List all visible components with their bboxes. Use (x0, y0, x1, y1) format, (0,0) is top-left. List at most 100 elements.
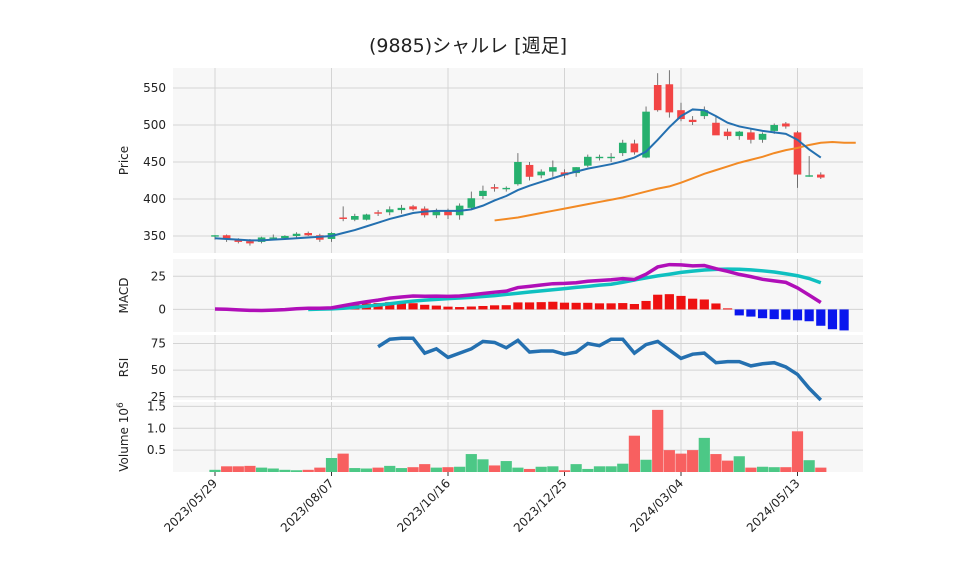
x-tick-label: 2023/05/29 (161, 476, 220, 535)
volume-bar (395, 468, 407, 472)
macd-histogram-bar (699, 299, 709, 310)
volume-ytick-label: 1.5 (147, 399, 166, 413)
volume-bar (384, 465, 396, 472)
volume-bar (745, 467, 757, 472)
volume-bar (442, 467, 454, 472)
volume-bar (547, 466, 559, 472)
volume-bar (232, 466, 244, 472)
volume-bar (791, 431, 804, 472)
x-tick-label: 2024/03/04 (627, 476, 686, 535)
volume-bar (290, 470, 303, 472)
volume-bar (733, 456, 745, 472)
candle-body (502, 187, 511, 190)
macd-histogram-bar (688, 298, 698, 310)
volume-bar (209, 469, 221, 472)
macd-histogram-bar (827, 309, 838, 330)
volume-bar (221, 466, 233, 472)
candle-body (490, 187, 499, 189)
candle-body (770, 124, 778, 131)
price-ytick-label: 350 (143, 229, 166, 243)
candle-body (653, 85, 662, 111)
volume-bar (663, 450, 675, 472)
candle-body (642, 111, 650, 158)
volume-bar (454, 466, 466, 472)
macd-histogram-bar (455, 307, 465, 310)
macd-histogram-bar (641, 300, 651, 310)
candle-body (397, 207, 406, 211)
candle-body (514, 161, 522, 185)
candle-body (479, 190, 487, 197)
macd-histogram-bar (513, 302, 523, 310)
macd-histogram-bar (571, 302, 581, 310)
candle-body (304, 233, 312, 236)
candle-body (281, 235, 289, 239)
macd-histogram-bar (431, 305, 441, 310)
candle-body (618, 142, 627, 154)
candle-body (362, 214, 371, 220)
candle-body (782, 123, 790, 127)
price-ytick-label: 450 (143, 155, 166, 169)
x-tick-label: 2023/10/16 (394, 476, 453, 535)
candle-body (735, 131, 744, 137)
macd-histogram-bar (804, 309, 814, 322)
candle-body (549, 167, 557, 172)
volume-axis-label-text: Volume 10 (117, 408, 131, 472)
macd-histogram-bar (792, 309, 803, 321)
volume-bar (489, 465, 501, 472)
volume-bar (325, 458, 338, 472)
volume-bar (314, 467, 326, 472)
macd-histogram-bar (420, 304, 430, 310)
candle-body (607, 156, 615, 159)
volume-bar (256, 467, 268, 472)
macd-histogram-bar (396, 302, 406, 310)
rsi-ytick-label: 25 (151, 390, 166, 404)
rsi-line (377, 336, 823, 402)
macd-histogram-bar (629, 303, 639, 310)
candle-body (246, 241, 254, 244)
volume-bar (675, 453, 687, 472)
volume-bar (815, 467, 827, 472)
volume-panel-bg (173, 402, 863, 472)
macd-histogram-bar (385, 302, 395, 310)
macd-histogram-bar (606, 303, 616, 310)
candle-body (700, 110, 709, 117)
volume-bar (803, 460, 815, 472)
candle-body (677, 110, 685, 120)
macd-histogram-bar (501, 305, 511, 310)
volume-bar (302, 469, 314, 472)
candle-body (758, 133, 767, 140)
macd-signal-line (308, 267, 822, 312)
macd-histogram-bar (734, 309, 744, 316)
price-axis-label: Price (117, 146, 131, 175)
macd-histogram-bar (723, 308, 733, 310)
volume-bar (640, 459, 652, 472)
candle-body (584, 156, 592, 166)
volume-bar (605, 466, 617, 472)
volume-axis-exponent-text: 6 (116, 402, 126, 408)
volume-bar (756, 466, 769, 472)
candle-body (211, 235, 219, 237)
candle-body (630, 143, 639, 153)
x-tick-label: 2023/12/25 (511, 476, 570, 535)
candle-body (572, 167, 580, 174)
candle-body (351, 216, 359, 220)
volume-bar (652, 409, 664, 472)
rsi-axis-label: RSI (117, 358, 131, 378)
volume-bar (698, 437, 710, 472)
volume-bar (349, 468, 361, 472)
ma-long-line (494, 140, 856, 222)
volume-bar (267, 468, 279, 472)
volume-bar (500, 461, 512, 472)
volume-bar (430, 467, 442, 472)
candle-body (712, 122, 720, 136)
macd-histogram-bar (757, 309, 768, 319)
macd-histogram-bar (664, 294, 674, 310)
macd-histogram-bar (839, 309, 849, 331)
macd-histogram-bar (781, 309, 791, 320)
macd-histogram-bar (548, 301, 558, 310)
volume-bar (558, 470, 571, 472)
chart-panels: 350 400 450 500 550 Price 0 25 MACD 25 50 75 RSI 0.5 1… (116, 68, 863, 535)
candle-body (793, 132, 802, 175)
volume-axis-label: Volume 106 (116, 402, 131, 472)
